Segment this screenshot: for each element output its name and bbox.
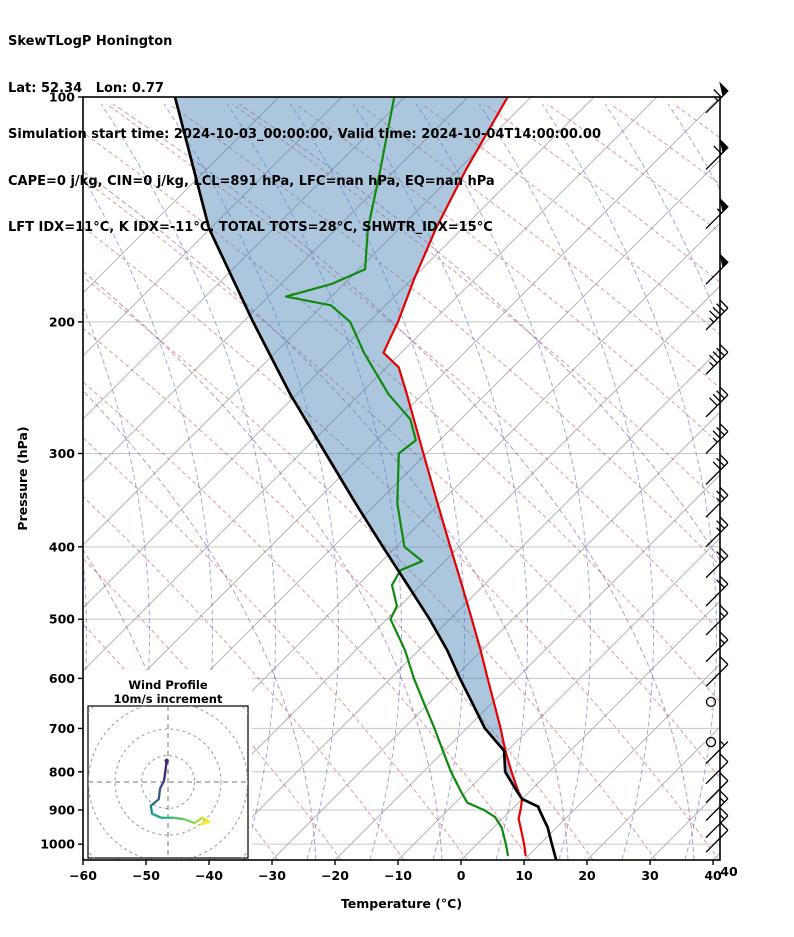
y-tick-label: 600	[49, 671, 75, 686]
times-line: Simulation start time: 2024-10-03_00:00:…	[8, 127, 601, 142]
x-tick-label: −60	[69, 868, 97, 883]
hodograph-trace-segment	[182, 817, 196, 825]
hodograph-trace-segment	[149, 798, 160, 807]
hodograph-trace-segment	[157, 787, 162, 801]
x-tick-label: 40	[704, 868, 722, 883]
wind-barb	[705, 423, 729, 454]
x-tick-label: −30	[258, 868, 286, 883]
y-tick-label: 200	[49, 314, 75, 329]
wind-barb	[705, 753, 729, 785]
wind-barb	[705, 299, 729, 331]
x-tick-label: 0	[457, 868, 466, 883]
y-tick-label: 900	[49, 802, 75, 817]
wind-barb	[705, 386, 729, 418]
hodograph-trace-segment	[149, 804, 154, 815]
hodograph-trace-segment	[162, 770, 167, 782]
figure-title: SkewTLogP Honington	[8, 34, 173, 49]
dry-adiabat-lines	[83, 103, 720, 860]
y-tick-label: 1000	[40, 837, 75, 852]
hodograph-trace-segment	[158, 779, 166, 790]
x-tick-label: −40	[195, 868, 223, 883]
y-tick-label: 500	[49, 612, 75, 627]
x-tick-label: −50	[132, 868, 160, 883]
y-axis-title: Pressure (hPa)	[15, 426, 30, 530]
cin-shaded-area	[175, 97, 523, 799]
y-tick-label: 300	[49, 446, 75, 461]
wind-barb	[705, 772, 729, 804]
wind-barb	[705, 547, 729, 579]
wind-barb	[705, 822, 729, 853]
hodograph-trace-segment	[172, 816, 186, 821]
parcel-line	[173, 97, 558, 860]
x-extra-right-label: 40	[720, 864, 738, 879]
x-tick-label: 20	[578, 868, 596, 883]
temperature-line	[382, 97, 527, 857]
wind-barb	[705, 575, 729, 607]
hodograph-trace-segment	[193, 816, 204, 825]
wind-barb	[705, 740, 729, 765]
hodograph-trace-segment	[199, 820, 211, 826]
wind-barb	[705, 516, 729, 548]
y-tick-label: 100	[49, 90, 75, 105]
y-tick-label: 800	[49, 764, 75, 779]
x-tick-label: −10	[384, 868, 412, 883]
y-tick-label: 400	[49, 539, 75, 554]
y-tick-label: 700	[49, 721, 75, 736]
profile-lines	[173, 97, 558, 860]
x-tick-label: −20	[321, 868, 349, 883]
hodograph-trace-segment	[150, 812, 163, 819]
hodograph-title-line1: Wind Profile	[128, 678, 208, 692]
wind-barb	[705, 344, 729, 375]
figure-header: SkewTLogP Honington Lat: 52.34 Lon: 0.77…	[8, 3, 601, 267]
wind-barb	[705, 631, 729, 663]
wind-barb	[705, 696, 717, 708]
wind-barb	[705, 138, 729, 170]
wind-barb	[705, 454, 729, 485]
wind-barb	[705, 81, 729, 114]
wind-barb	[705, 252, 729, 285]
wind-barb	[705, 656, 729, 687]
x-axis-title: Temperature (°C)	[341, 896, 462, 911]
wind-barb	[705, 604, 729, 636]
location-line: Lat: 52.34 Lon: 0.77	[8, 80, 164, 96]
wind-barb	[705, 790, 729, 822]
x-tick-label: 30	[641, 868, 659, 883]
wind-barb	[705, 486, 729, 518]
wind-barb-column	[705, 81, 729, 853]
hodograph-trace-start	[164, 758, 169, 763]
stability-indices-line2: LFT IDX=11°C, K IDX=-11°C, TOTAL TOTS=28…	[8, 220, 493, 235]
wind-barb	[705, 197, 729, 230]
wind-barb	[705, 736, 717, 748]
x-tick-label: 10	[515, 868, 533, 883]
hodograph-plot	[88, 706, 248, 858]
dewpoint-line	[284, 97, 509, 857]
hodograph-title-line2: 10m/s increment	[114, 692, 223, 706]
stability-indices-line1: CAPE=0 j/kg, CIN=0 j/kg, LCL=891 hPa, LF…	[8, 173, 495, 189]
wind-barb	[705, 807, 729, 839]
